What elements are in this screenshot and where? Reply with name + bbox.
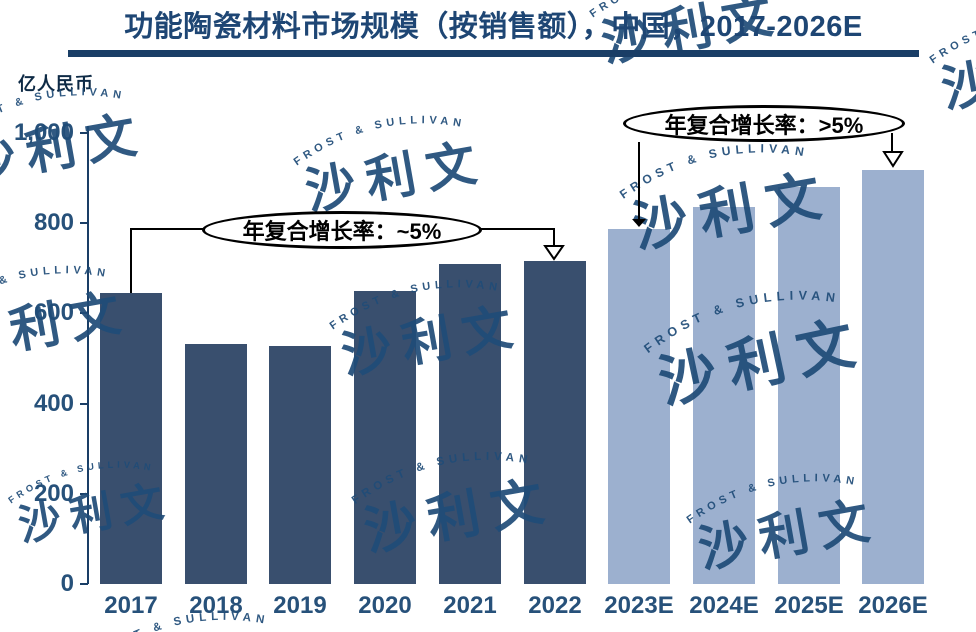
svg-text:沙利文: 沙利文 — [301, 133, 491, 220]
y-tick-mark — [80, 492, 88, 495]
bar-2024E — [693, 207, 755, 584]
cagr-forecast-callout: 年复合增长率：>5% — [623, 105, 905, 142]
cagr2-foot-icon — [632, 219, 646, 227]
cagr1-arrowhead-icon — [543, 245, 565, 261]
x-label-2023E: 2023E — [604, 592, 674, 619]
cagr1-connector-vertical-right — [553, 228, 555, 246]
y-tick-label: 800 — [33, 209, 74, 237]
cagr-historical-callout: 年复合增长率：~5% — [202, 211, 482, 249]
y-tick-label: 400 — [33, 389, 74, 417]
cagr1-connector-horizontal-left — [130, 228, 204, 230]
y-tick-label: 600 — [33, 299, 74, 327]
cagr1-connector-horizontal-right — [480, 228, 554, 230]
cagr1-connector-vertical-left — [130, 228, 132, 293]
bar-2021 — [439, 264, 501, 584]
title-divider — [68, 50, 919, 57]
x-label-2018: 2018 — [189, 592, 243, 619]
bar-2025E — [778, 187, 840, 584]
bar-2022 — [524, 261, 586, 584]
x-label-2020: 2020 — [358, 592, 412, 619]
bar-2019 — [269, 346, 331, 584]
y-axis-unit-label: 亿人民币 — [18, 74, 94, 94]
chart-title: 功能陶瓷材料市场规模（按销售额），中国，2017-2026E — [124, 11, 863, 43]
cagr2-arrowhead-icon — [882, 151, 904, 168]
svg-text:FROST & SULLIVAN: FROST & SULLIVAN — [287, 104, 469, 169]
x-label-2019: 2019 — [273, 592, 327, 619]
y-tick-label: 1,000 — [13, 119, 74, 146]
y-tick-mark — [80, 312, 88, 315]
bar-2017 — [100, 293, 162, 584]
cagr-forecast-label: 年复合增长率：>5% — [664, 112, 864, 138]
y-tick-label: 200 — [33, 479, 74, 507]
y-tick-mark — [80, 222, 88, 225]
x-label-2026E: 2026E — [858, 592, 928, 619]
cagr-historical-label: 年复合增长率：~5% — [242, 219, 442, 244]
svg-text:FROST & SULLIVAN: FROST & SULLIVAN — [923, 2, 976, 67]
bar-2023E — [608, 229, 670, 584]
y-tick-mark — [80, 132, 88, 134]
x-label-2017: 2017 — [104, 592, 158, 619]
bar-2026E — [862, 170, 924, 584]
x-label-2021: 2021 — [443, 592, 497, 619]
bar-2020 — [354, 291, 416, 584]
y-tick-mark — [80, 583, 88, 585]
y-axis-line — [87, 126, 89, 584]
x-label-2022: 2022 — [528, 592, 582, 619]
x-label-2025E: 2025E — [774, 592, 844, 619]
y-tick-mark — [80, 402, 88, 405]
y-tick-label: 0 — [60, 570, 74, 597]
x-label-2024E: 2024E — [689, 592, 759, 619]
cagr2-connector-vertical-right — [891, 133, 893, 152]
svg-text:沙利文: 沙利文 — [937, 31, 976, 118]
bar-2018 — [185, 344, 247, 584]
cagr2-connector-vertical-left — [638, 142, 640, 222]
